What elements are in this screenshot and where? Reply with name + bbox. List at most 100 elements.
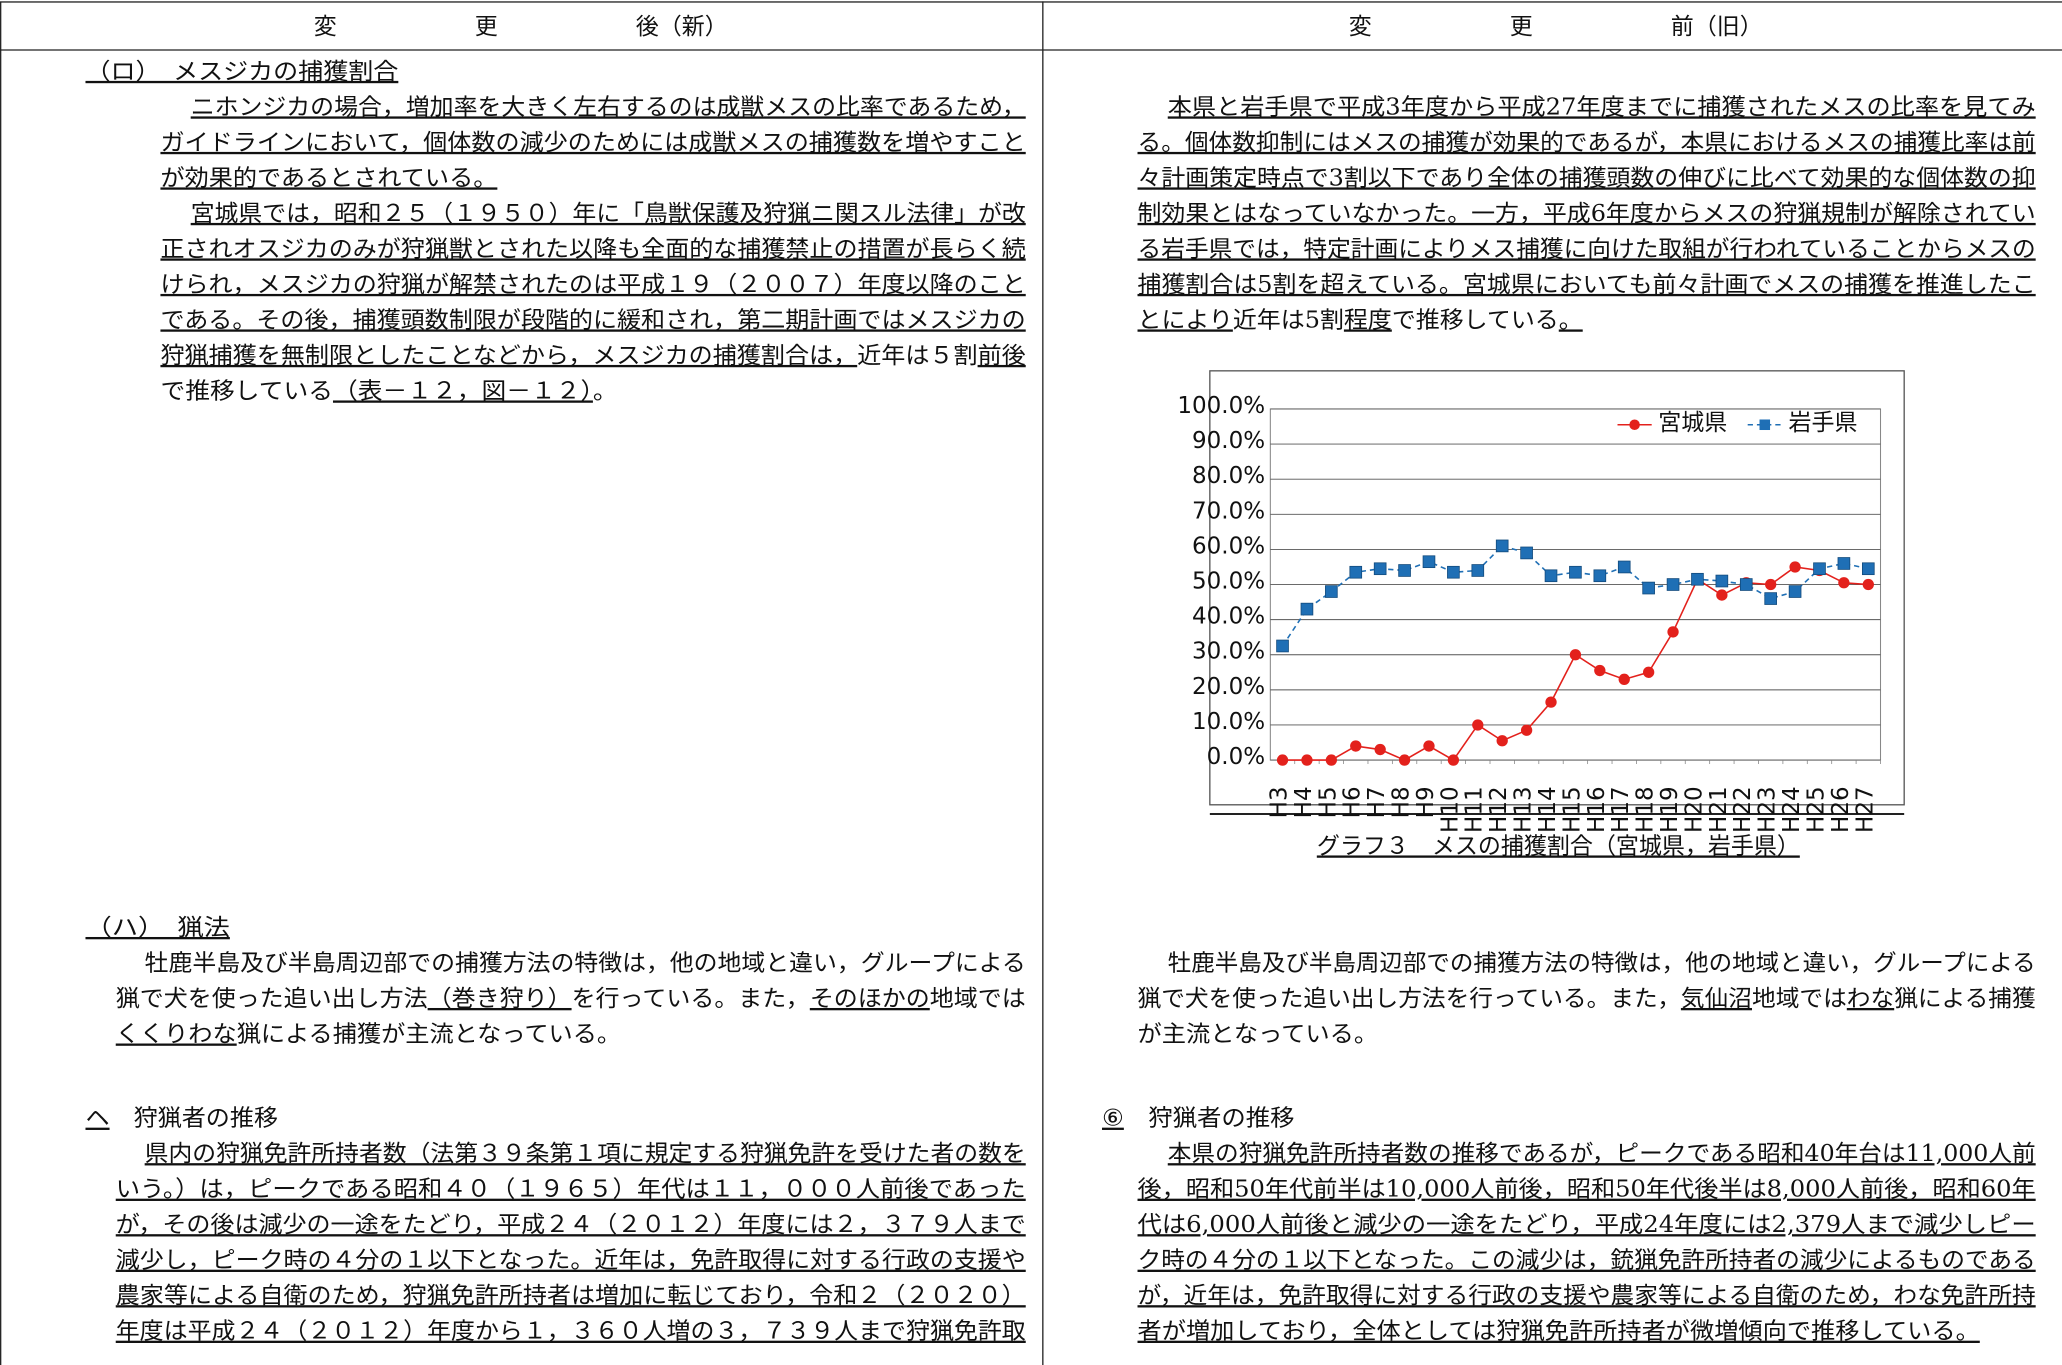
point-marker: [1373, 562, 1387, 576]
point-marker: [1789, 561, 1801, 573]
text-run: 猟による捕獲: [1894, 986, 2035, 1012]
text-run: る岩手県では，特定計画によりメス捕獲に向けた取組が行われていることからメスの: [1138, 236, 2036, 262]
text-run: わな: [1847, 986, 1894, 1012]
text-line: が，その後は減少の一途をたどり，平成２４（２０１２）年度には２，３７９人まで: [116, 1212, 1026, 1238]
text-run: ガイドラインにおいて，個体数の減少のためには成獣メスの捕獲数を増やすこと: [160, 130, 1025, 156]
point-marker: [1764, 592, 1777, 605]
text-run: 減少し，ピーク時の４分の１以下となった。近年は，免許取得に対する行政の支援や: [116, 1248, 1026, 1274]
x-tick-label: H9: [1413, 786, 1439, 818]
text-run: （ロ） メスジカの捕獲割合: [85, 59, 398, 85]
point-marker: [1617, 560, 1631, 574]
point-marker: [1666, 578, 1680, 591]
point-marker: [1667, 626, 1679, 638]
text-run: いう。）は，ピークである昭和４０（１９６５）年代は１１，０００人前後であった: [116, 1177, 1026, 1203]
text-line: が，近年は，免許取得に対する行政の支援や農家等による自衛のため，わな免許所持: [1138, 1283, 2036, 1309]
point-marker: [1398, 564, 1411, 577]
y-tick-label: 0.0%: [1207, 744, 1265, 770]
point-marker: [1838, 577, 1850, 589]
y-tick-label: 20.0%: [1192, 674, 1265, 700]
text-run: が効果的であるとされている。: [160, 165, 497, 191]
point-marker: [1569, 565, 1582, 579]
text-run: ヘ: [85, 1106, 109, 1132]
text-run: ニホンジカの場合，増加率を大きく左右するのは成獣メスの比率であるため，: [191, 94, 1026, 120]
chart: 0.0% 10.0% 20.0% 30.0% 40.0% 50.0% 60.0% 70.0% 8…: [1177, 393, 1882, 833]
text-run: 近年は５割: [857, 343, 977, 369]
text-line: で推移している （表－１２，図－１２）。: [160, 378, 617, 404]
point-marker: [1423, 740, 1435, 752]
text-run: で推移している: [1392, 307, 1559, 333]
text-run: 猟で犬を使った追い出し方法を行っている。また，: [1138, 986, 1681, 1012]
text-run: 狩猟者の推移: [1124, 1106, 1295, 1132]
x-tick-label: H3: [1266, 786, 1292, 818]
text-run: 牡鹿半島及び半島周辺部での捕獲方法の特徴は，他の地域と違い，グループによる: [145, 950, 1026, 976]
text-run: （巻き狩り）: [428, 986, 572, 1012]
text-run: 後，昭和50年代前半は10,000人前後，昭和50年代後半は8,000人前後，昭…: [1138, 1177, 2036, 1203]
point-marker: [1496, 735, 1508, 747]
text-run: ⑥: [1102, 1106, 1124, 1132]
text-run: 牡鹿半島及び半島周辺部での捕獲方法の特徴は，他の地域と違い，グループによる: [1168, 950, 2036, 976]
x-tick-label: H27: [1852, 786, 1878, 833]
x-tick-label: H4: [1291, 786, 1317, 818]
y-tick-label: 60.0%: [1192, 533, 1265, 559]
text-run: 。: [593, 378, 618, 404]
text-run: 年度は平成２４（２０１２）年度から１，３６０人増の３，７３９人まで狩猟免許取: [116, 1319, 1026, 1345]
legend-label: 岩手県: [1788, 410, 1857, 436]
point-marker: [1765, 578, 1777, 591]
text-run: 々計画策定時点で3割以下であり全体の捕獲頭数の伸びに比べて効果的な個体数の抑: [1138, 165, 2036, 191]
text-line: 本県の狩猟免許所持者数の推移であるが，ピークである昭和40年台は11,000人前: [1168, 1141, 2036, 1167]
text-line: が主流となっている。: [1138, 1022, 1379, 1048]
point-marker: [1350, 740, 1362, 752]
legend-marker: [1759, 419, 1771, 431]
point-marker: [1569, 649, 1582, 661]
text-run: 本県の狩猟免許所持者数の推移であるが，ピークである昭和40年台は11,000人前: [1168, 1141, 2036, 1167]
x-tick-label: H18: [1633, 786, 1659, 833]
legend-marker: [1629, 419, 1640, 431]
text-line: 者が増加しており，全体としては狩猟免許所持者が微増傾向で推移している。: [1138, 1319, 1980, 1345]
y-tick-label: 90.0%: [1192, 428, 1265, 454]
text-line: 減少し，ピーク時の４分の１以下となった。近年は，免許取得に対する行政の支援や: [116, 1248, 1026, 1274]
text-line: 狩猟捕獲を無制限としたことなどから，メスジカの捕獲割合は， 近年は５割 前後: [160, 343, 1025, 369]
point-marker: [1642, 581, 1655, 595]
text-run: 気仙沼: [1681, 986, 1752, 1012]
text-line: ⑥ 狩猟者の推移: [1102, 1106, 1295, 1132]
text-run: 。: [1559, 307, 1583, 333]
text-run: が，その後は減少の一途をたどり，平成２４（２０１２）年度には２，３７９人まで: [116, 1212, 1026, 1238]
point-marker: [1495, 539, 1509, 553]
legend-label: 宮城県: [1658, 410, 1727, 436]
header-left: 変 更 後（新）: [314, 14, 728, 40]
text-run: 捕獲割合は5割を超えている。宮城県においても前々計画でメスの捕獲を推進したこ: [1138, 272, 2036, 298]
point-marker: [1544, 569, 1558, 583]
point-marker: [1276, 754, 1289, 766]
x-tick-label: H21: [1706, 786, 1732, 833]
text-line: ク時の４分の１以下となった。この減少は，銃猟免許所持者の減少によるものである: [1138, 1248, 2036, 1274]
text-run: 猟による捕獲が主流となっている。: [237, 1022, 621, 1048]
text-run: が，近年は，免許取得に対する行政の支援や農家等による自衛のため，わな免許所持: [1138, 1283, 2036, 1309]
text-run: 程度: [1344, 307, 1392, 333]
text-run: る。個体数抑制にはメスの捕獲が効果的であるが，本県におけるメスの捕獲比率は前: [1138, 130, 2036, 156]
text-run: （ハ） 猟法: [85, 915, 229, 941]
text-run: 狩猟捕獲を無制限としたことなどから，メスジカの捕獲割合は，: [160, 343, 857, 369]
x-tick-label: H15: [1559, 786, 1585, 833]
text-run: 制効果とはなっていなかった。一方，平成6年度からメスの狩猟規制が解除されてい: [1138, 201, 2036, 227]
text-line: 宮城県では，昭和２５（１９５０）年に「鳥獣保護及狩猟ニ関スル法律」が改: [191, 201, 1026, 227]
text-run: 地域では: [930, 986, 1026, 1012]
text-line: 農家等による自衛のため，狩猟免許所持者は増加に転じており，令和２（２０２０）: [116, 1283, 1026, 1309]
text-run: 農家等による自衛のため，狩猟免許所持者は増加に転じており，令和２（２０２０）: [116, 1283, 1026, 1309]
y-tick-label: 70.0%: [1192, 498, 1265, 524]
text-run: くくりわな: [116, 1022, 237, 1048]
point-marker: [1813, 562, 1826, 576]
point-marker: [1301, 754, 1313, 766]
text-run: 猟で犬を使った追い出し方法: [116, 986, 428, 1012]
text-line: 々計画策定時点で3割以下であり全体の捕獲頭数の伸びに比べて効果的な個体数の抑: [1138, 165, 2036, 191]
text-run: そのほかの: [810, 986, 930, 1012]
text-line: 猟で犬を使った追い出し方法を行っている。また， 気仙沼 地域では わな猟による捕獲: [1138, 986, 2036, 1012]
x-tick-label: H10: [1437, 786, 1463, 833]
x-tick-label: H13: [1511, 786, 1537, 833]
text-line: 捕獲割合は5割を超えている。宮城県においても前々計画でメスの捕獲を推進したこ: [1138, 272, 2036, 298]
point-marker: [1861, 562, 1875, 576]
point-marker: [1300, 602, 1314, 616]
point-marker: [1618, 673, 1630, 685]
x-tick-label: H5: [1315, 786, 1341, 818]
